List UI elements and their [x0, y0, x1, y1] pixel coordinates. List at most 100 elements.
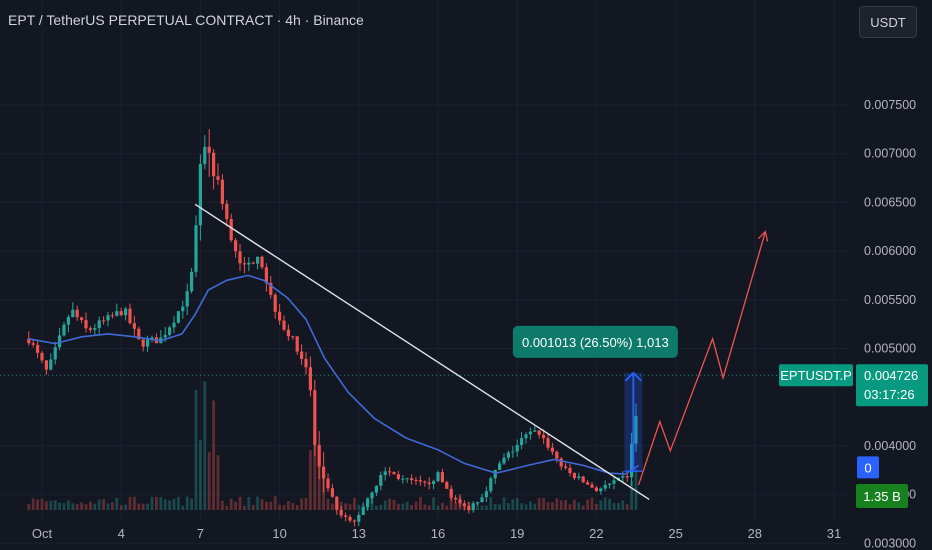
- candle-body: [572, 473, 576, 479]
- candle-body: [36, 344, 40, 353]
- time-tick-label: 19: [510, 526, 524, 541]
- price-tick-label: 0.006000: [864, 244, 916, 258]
- candle-body: [137, 328, 141, 340]
- volume-bar: [546, 502, 550, 510]
- volume-bar: [617, 502, 620, 510]
- candle-body: [313, 390, 317, 445]
- volume-bar: [595, 503, 598, 510]
- candle-body: [401, 478, 405, 480]
- candle-body: [300, 351, 304, 359]
- volume-bar: [520, 503, 523, 510]
- candle-body: [198, 164, 202, 226]
- volume-bar: [608, 498, 611, 510]
- time-tick-label: 25: [668, 526, 682, 541]
- candle-body: [471, 503, 475, 511]
- candle-body: [106, 315, 110, 321]
- candle-body: [449, 488, 453, 498]
- volume-bar: [353, 497, 356, 510]
- axis-tags: EPTUSDT.P 0.004726 03:17:26 0 1.35 B: [779, 364, 928, 508]
- candle-body: [467, 506, 471, 511]
- volume-bar: [419, 496, 422, 510]
- time-tick-label: 22: [589, 526, 603, 541]
- price-axis[interactable]: 0.007500 0.007000 0.006500 0.006000 0.005500…: [864, 98, 916, 550]
- candle-body: [273, 294, 277, 312]
- candle-body: [392, 471, 396, 475]
- volume-bar: [502, 497, 506, 510]
- candle-body: [88, 328, 92, 330]
- candle-body: [476, 502, 480, 504]
- volume-bar: [612, 503, 616, 510]
- candle-body: [256, 256, 260, 264]
- candle-body: [546, 438, 550, 448]
- projection-arrow[interactable]: [637, 230, 769, 486]
- candle-body: [71, 309, 75, 318]
- candle-body: [542, 434, 546, 439]
- candle-body: [344, 515, 348, 517]
- volume-bar: [93, 503, 97, 510]
- candle-body: [484, 491, 488, 498]
- candle-body: [44, 360, 48, 370]
- candle-body: [388, 471, 392, 473]
- candle-body: [515, 444, 519, 452]
- volume-bar: [449, 497, 453, 510]
- volume-bar: [295, 505, 299, 510]
- candle-body: [559, 458, 563, 467]
- candle-body: [330, 488, 334, 497]
- volume-bar: [621, 500, 625, 510]
- candle-body: [234, 240, 238, 252]
- candle-body: [216, 176, 220, 180]
- candle-body: [194, 225, 198, 272]
- candle-body: [203, 146, 207, 165]
- volume-bar: [106, 503, 110, 510]
- volume-bar: [62, 503, 66, 510]
- volume-bar: [317, 453, 321, 510]
- volume-bar: [414, 501, 418, 510]
- candle-body: [242, 263, 246, 265]
- candle-body: [49, 359, 53, 370]
- candle-body: [308, 367, 312, 391]
- volume-bar: [212, 400, 215, 510]
- time-tick-label: 16: [431, 526, 445, 541]
- candle-body: [564, 466, 568, 468]
- volume-bar: [67, 500, 70, 510]
- volume-bar: [498, 504, 501, 510]
- time-axis[interactable]: Oct 4 7 10 13 16 19 22 25 28 31: [32, 526, 841, 541]
- candle-body: [31, 343, 35, 345]
- measure-label: 0.001013 (26.50%) 1,013: [522, 335, 669, 350]
- time-tick-label: 10: [272, 526, 286, 541]
- volume-bar: [493, 503, 497, 510]
- candle-body: [493, 469, 497, 479]
- price-tick-label: 0.003000: [864, 536, 916, 550]
- volume-bar: [159, 496, 163, 510]
- candle-body: [586, 482, 590, 485]
- volume-bar: [84, 504, 88, 510]
- volume-bar: [379, 504, 383, 510]
- candle-body: [128, 308, 132, 324]
- candle-body: [506, 452, 510, 458]
- volume-bar: [357, 504, 361, 510]
- candle-body: [110, 315, 114, 317]
- price-range-measure[interactable]: 0.001013 (26.50%) 1,013: [512, 325, 678, 472]
- last-price-label: 0.004726: [864, 368, 918, 383]
- measure-arrow-head: [624, 371, 642, 382]
- volume-bar: [27, 503, 31, 510]
- candle-body: [27, 338, 31, 344]
- price-tick-label: 0.006500: [864, 195, 916, 209]
- indicator-value: 0: [864, 460, 871, 475]
- candle-body: [396, 474, 400, 479]
- volume-bar: [581, 505, 585, 510]
- volume-bar: [40, 498, 44, 510]
- candle-body: [168, 327, 172, 335]
- volume-bar: [31, 498, 35, 510]
- volume-bar: [269, 501, 273, 510]
- trendline[interactable]: [194, 203, 650, 501]
- volume-bar: [247, 497, 251, 510]
- candle-body: [220, 179, 224, 204]
- candle-body: [625, 476, 629, 478]
- volume-bar: [559, 500, 563, 510]
- volume-bar: [524, 504, 528, 510]
- volume-bar: [331, 503, 334, 510]
- candle-body: [410, 478, 414, 480]
- currency-button[interactable]: USDT: [859, 6, 917, 38]
